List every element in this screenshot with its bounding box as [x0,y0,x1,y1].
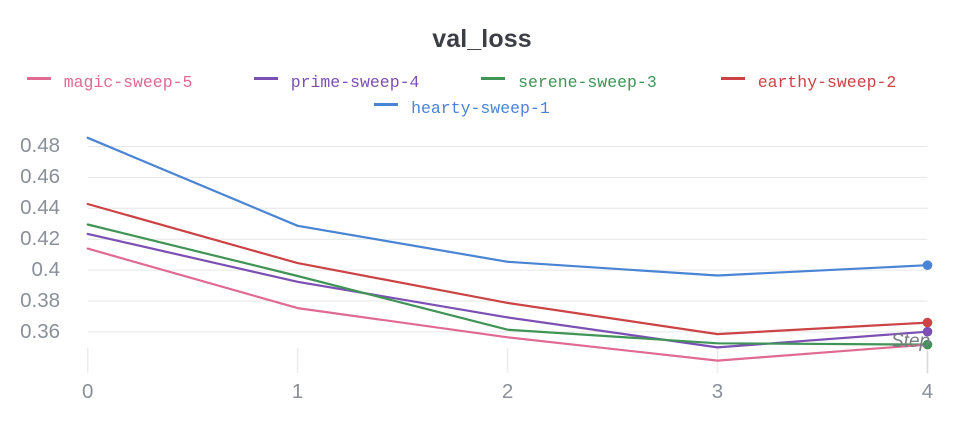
svg-text:3: 3 [712,380,723,403]
svg-text:Step: Step [891,331,930,352]
svg-text:0.46: 0.46 [20,165,60,188]
svg-text:0.4: 0.4 [32,258,61,281]
svg-text:1: 1 [292,380,303,403]
svg-text:0.36: 0.36 [20,320,60,343]
svg-text:0.48: 0.48 [20,134,60,157]
svg-text:0.42: 0.42 [20,227,60,250]
svg-text:4: 4 [922,380,933,403]
svg-text:0.44: 0.44 [20,196,60,219]
svg-text:2: 2 [502,380,513,403]
svg-text:0.38: 0.38 [20,289,60,312]
svg-text:0: 0 [82,380,93,403]
